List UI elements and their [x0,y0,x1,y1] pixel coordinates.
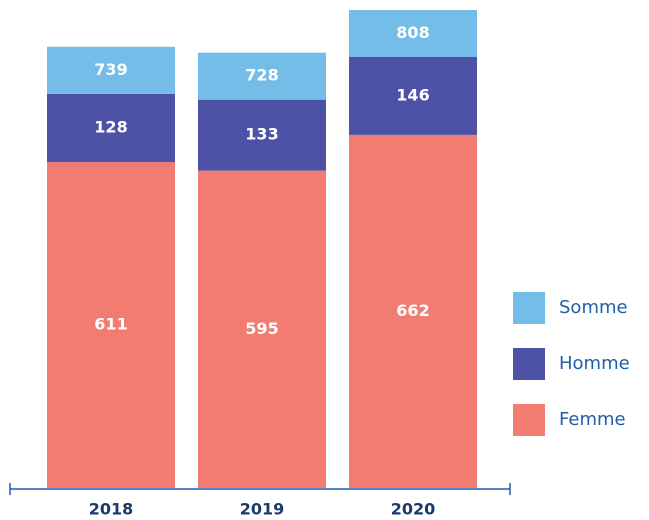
value-label: 808 [396,23,429,42]
x-tick-label: 2018 [89,500,134,519]
legend-swatch [513,348,545,380]
bar-segment [349,57,477,135]
x-tick-label: 2020 [391,500,436,519]
legend-swatch [513,404,545,436]
legend-swatch [513,292,545,324]
value-label: 739 [94,60,127,79]
legend-label: Somme [559,297,628,318]
value-label: 662 [396,301,429,320]
value-label: 595 [245,319,278,338]
bar-segment [47,93,175,163]
x-tick-label: 2019 [240,500,285,519]
value-label: 611 [94,315,127,334]
legend-label: Femme [559,409,626,430]
bar-segment [47,162,175,488]
bar-segment [47,46,175,94]
value-label: 128 [94,117,127,136]
bar-segment [198,52,326,100]
value-label: 728 [245,66,278,85]
value-label: 133 [245,125,278,144]
bar-segment [198,170,326,489]
value-label: 146 [396,85,429,104]
bar-segment [349,134,477,488]
bar-segment [198,99,326,171]
bar-segment [349,10,477,57]
legend-label: Homme [559,353,630,374]
